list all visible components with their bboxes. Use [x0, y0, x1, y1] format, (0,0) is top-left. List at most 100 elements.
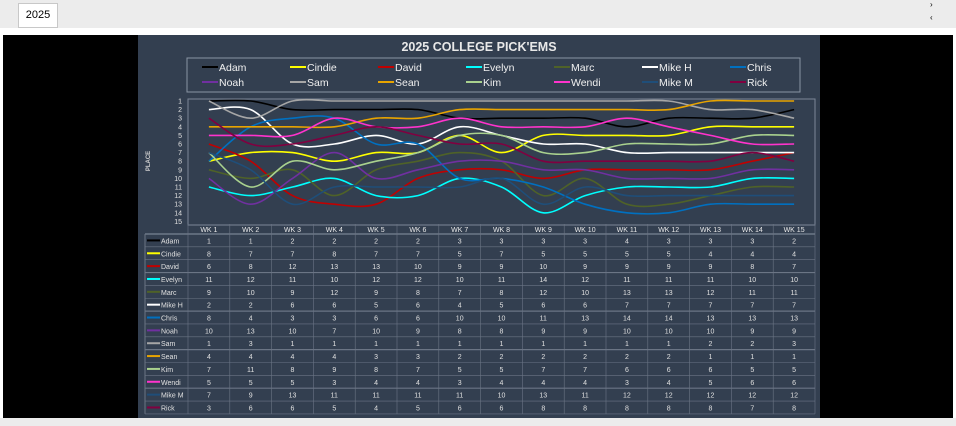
table-cell: 11 — [540, 316, 547, 323]
x-ticks: WK 1 WK 2 WK 3 WK 4 WK 5 WK 6 WK 7 WK 8 WK 9 WK 1… — [200, 227, 804, 234]
table-cell: 7 — [750, 303, 754, 310]
y-tick-label: 5 — [178, 133, 182, 140]
table-cell: 2 — [709, 341, 713, 348]
table-cell: 9 — [249, 393, 253, 400]
table-cell: 1 — [709, 354, 713, 361]
table-cell: 6 — [291, 303, 295, 310]
series-line-mike-h — [208, 106, 795, 155]
table-cell: 6 — [500, 405, 504, 412]
table-cell: 13 — [790, 316, 798, 323]
table-cell: 2 — [500, 354, 504, 361]
table-cell: 6 — [207, 264, 211, 271]
table-cell: 7 — [541, 367, 545, 374]
table-cell: 9 — [750, 328, 754, 335]
chart-title: 2025 COLLEGE PICK'EMS — [401, 40, 556, 54]
table-cell: 7 — [750, 405, 754, 412]
table-row-label: Evelyn — [161, 277, 182, 284]
table-cell: 10 — [247, 290, 255, 297]
table-cell: 1 — [332, 341, 336, 348]
y-tick-label: 10 — [174, 176, 182, 183]
table-cell: 4 — [583, 380, 587, 387]
table-cell: 10 — [539, 264, 547, 271]
table-cell: 12 — [665, 393, 673, 400]
table-cell: 1 — [625, 341, 629, 348]
table-cell: 4 — [416, 380, 420, 387]
legend-label: Noah — [219, 77, 244, 89]
table-cell: 3 — [667, 238, 671, 245]
table-cell: 13 — [247, 328, 255, 335]
table-cell: 5 — [291, 380, 295, 387]
scroll-right-button[interactable]: › — [930, 0, 933, 9]
table-cell: 12 — [623, 393, 631, 400]
table-cell: 13 — [372, 264, 380, 271]
table-cell: 11 — [623, 277, 630, 284]
y-tick-label: 3 — [178, 116, 182, 123]
table-cell: 12 — [707, 393, 715, 400]
table-cell: 11 — [498, 277, 505, 284]
table-cell: 11 — [790, 290, 797, 297]
table-cell: 8 — [750, 264, 754, 271]
sheet-tab-2025[interactable]: 2025 — [18, 3, 58, 28]
table-cell: 2 — [667, 354, 671, 361]
table-cell: 13 — [581, 316, 589, 323]
x-tick-label: WK 3 — [284, 227, 301, 234]
table-cell: 10 — [289, 328, 297, 335]
series-line-david — [208, 143, 795, 208]
table-cell: 9 — [583, 264, 587, 271]
line-chart: 2025 COLLEGE PICK'EMS PLACE Adam Cindie Da… — [144, 40, 816, 415]
table-cell: 9 — [792, 328, 796, 335]
table-cell: 11 — [456, 393, 463, 400]
table-cell: 8 — [667, 405, 671, 412]
x-tick-label: WK 13 — [700, 227, 721, 234]
legend-label: Kim — [483, 77, 501, 89]
table-cell: 7 — [291, 251, 295, 258]
table-cell: 3 — [583, 238, 587, 245]
table-cell: 5 — [709, 380, 713, 387]
table-cell: 6 — [667, 367, 671, 374]
table-cell: 8 — [541, 405, 545, 412]
table-cell: 4 — [374, 405, 378, 412]
chart-panel[interactable]: 2025 COLLEGE PICK'EMS PLACE Adam Cindie Da… — [138, 35, 820, 418]
table-row-label: Sam — [161, 341, 176, 348]
table-cell: 2 — [332, 238, 336, 245]
table-cell: 2 — [541, 354, 545, 361]
table-cell: 8 — [792, 405, 796, 412]
table-cell: 1 — [291, 341, 295, 348]
table-cell: 3 — [332, 316, 336, 323]
series-line-evelyn — [208, 176, 795, 214]
table-row-label: Wendi — [161, 380, 181, 387]
x-tick-label: WK 1 — [200, 227, 217, 234]
y-tick-label: 7 — [178, 150, 182, 157]
series-line-mike-m — [208, 151, 795, 206]
table-cell: 10 — [414, 264, 422, 271]
table-cell: 3 — [207, 405, 211, 412]
table-cell: 6 — [458, 405, 462, 412]
table-cell: 12 — [247, 277, 255, 284]
table-row-label: Mike H — [161, 303, 183, 310]
series-line-adam — [208, 99, 795, 128]
table-cell: 11 — [414, 393, 421, 400]
table-cell: 1 — [207, 341, 211, 348]
table-cell: 8 — [458, 328, 462, 335]
table-row-label: Rick — [161, 405, 175, 412]
table-cell: 1 — [249, 238, 253, 245]
table-cell: 9 — [207, 290, 211, 297]
table-row-label: Marc — [161, 290, 177, 297]
series-line-rick — [208, 117, 795, 164]
table-cell: 6 — [291, 405, 295, 412]
table-cell: 4 — [458, 303, 462, 310]
y-tick-label: 1 — [178, 99, 182, 106]
y-tick-label: 2 — [178, 107, 182, 114]
table-cell: 14 — [665, 316, 673, 323]
table-cell: 5 — [583, 251, 587, 258]
scroll-left-button[interactable]: ‹ — [930, 13, 933, 22]
table-cell: 12 — [581, 277, 589, 284]
table-cell: 7 — [458, 290, 462, 297]
table-cell: 1 — [458, 341, 462, 348]
table-cell: 6 — [792, 380, 796, 387]
x-tick-label: WK 2 — [242, 227, 259, 234]
table-cell: 10 — [498, 316, 506, 323]
table-cell: 14 — [623, 316, 631, 323]
table-cell: 2 — [458, 354, 462, 361]
